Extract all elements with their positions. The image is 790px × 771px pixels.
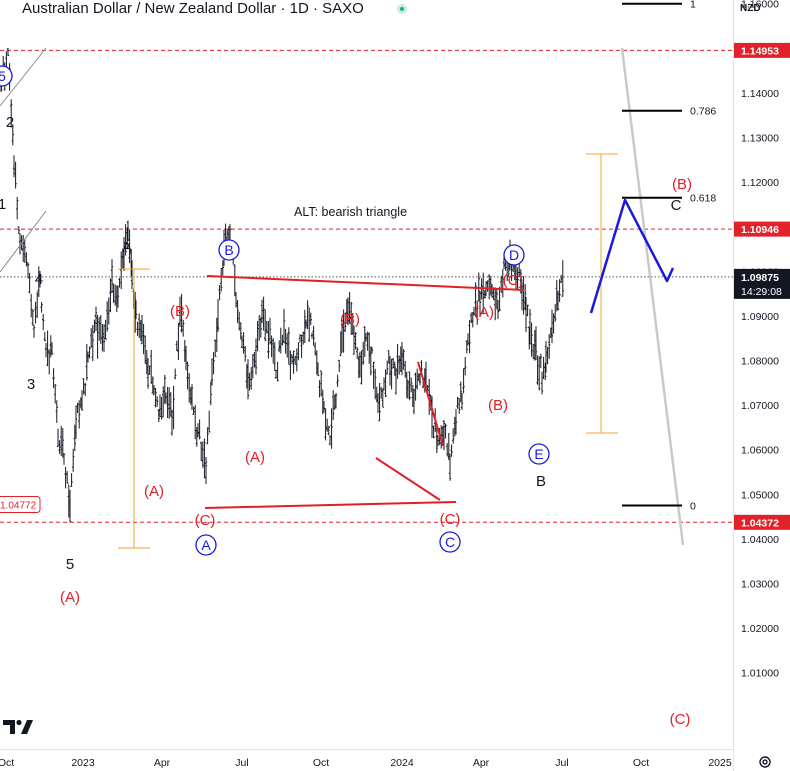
wave-label-red: (C) [503,272,524,289]
current-price-tag: 1.09875 [741,272,779,284]
gear-icon[interactable] [757,754,773,770]
wave-label-black: 5 [66,556,74,573]
wave-label-blue: C [445,534,455,550]
wave-label-black: C [671,197,682,214]
wave-circle [439,531,461,553]
wave-label-red: (A) [144,483,164,500]
wave-label-red: (C) [195,512,216,529]
low-marker-label: 1.04772 [0,500,37,511]
y-tick-label: 1.16000 [741,0,779,11]
wave-circle [528,443,550,465]
x-tick-label: Apr [473,757,490,769]
wave-label-black: 1 [0,196,6,213]
y-tick-label: 1.12000 [741,177,779,189]
mid-level-tag: 1.10946 [741,224,779,236]
x-tick-label: Oct [313,757,329,769]
lower-level-tag: 1.04372 [741,517,779,529]
y-tick-label: 1.06000 [741,445,779,457]
x-tick-label: 2024 [390,757,414,769]
fib-level-label: 1 [690,0,696,11]
wave-label-red: (B) [340,311,360,328]
wave-label-blue: E [534,446,543,462]
y-tick-label: 1.02000 [741,623,779,635]
mid-level-tag-bg [734,221,790,237]
low-marker-bg [0,495,41,513]
wave-label-blue: 5 [0,68,6,84]
blue-projection-path [589,198,675,314]
wave-label-blue: B [224,242,233,258]
alt-annotation: ALT: bearish triangle [294,205,407,219]
x-tick-label: Apr [154,757,171,769]
wave-label-red: (B) [170,303,190,320]
wave-label-black: 4 [35,271,43,288]
countdown-tag: 14:29:08 [741,286,782,298]
y-tick-label: 1.03000 [741,579,779,591]
x-tick-label: 2023 [71,757,95,769]
y-tick-label: 1.08000 [741,356,779,368]
y-tick-label: 1.14000 [741,88,779,100]
chart-title: Australian Dollar / New Zealand Dollar ·… [22,0,364,17]
y-tick-label: 1.09000 [741,311,779,323]
wave-label-red: (C) [670,711,691,728]
current-price-tag-bg [734,268,790,299]
wave-label-blue: D [509,247,519,263]
wave-label-red: (A) [474,304,494,321]
triangle-upper-line [206,275,525,291]
wave-label-black: A [122,239,132,256]
y-tick-label: 1.05000 [741,489,779,501]
wave-circle [218,239,240,261]
wave-circle [503,244,525,266]
wave-label-black: 3 [27,376,35,393]
y-tick-label: 1.01000 [741,668,779,680]
channel-line-upper [0,47,47,107]
channel-line-lower [0,210,47,273]
fib-level-label: 0.618 [690,193,716,205]
x-tick-label: 2025 [708,757,732,769]
fib-level-label: 0.786 [690,106,716,118]
currency-label[interactable]: NZD [740,3,761,14]
y-tick-label: 1.04000 [741,534,779,546]
wave-label-red: (B) [488,397,508,414]
y-tick-label: 1.07000 [741,400,779,412]
upper-level-tag: 1.14953 [741,45,779,57]
wave-label-black: B [536,473,546,490]
wave-label-red: (A) [60,589,80,606]
x-tick-label: Oct [633,757,649,769]
upper-level-tag-bg [734,42,790,58]
wave-label-red: (A) [245,449,265,466]
x-tick-label: Jul [555,757,568,769]
wave-e-line-2 [417,361,444,447]
wave-label-red: (C) [440,511,461,528]
triangle-lower-line [204,501,457,509]
wave-e-line-1 [375,457,441,501]
lower-level-tag-bg [734,514,790,530]
wave-label-red: (B) [672,176,692,193]
tradingview-logo-icon[interactable] [3,716,35,738]
y-tick-label: 1.13000 [741,133,779,145]
wave-circle [0,65,13,87]
projection-line [620,47,685,546]
fib-level-label: 0 [690,500,696,512]
x-tick-label: Oct [0,757,14,769]
market-status-dot-icon [397,4,407,14]
wave-label-black: 2 [6,114,14,131]
wave-label-blue: A [201,537,211,553]
ohlc-bars [0,47,564,522]
x-tick-label: Jul [235,757,248,769]
wave-circle [195,534,217,556]
